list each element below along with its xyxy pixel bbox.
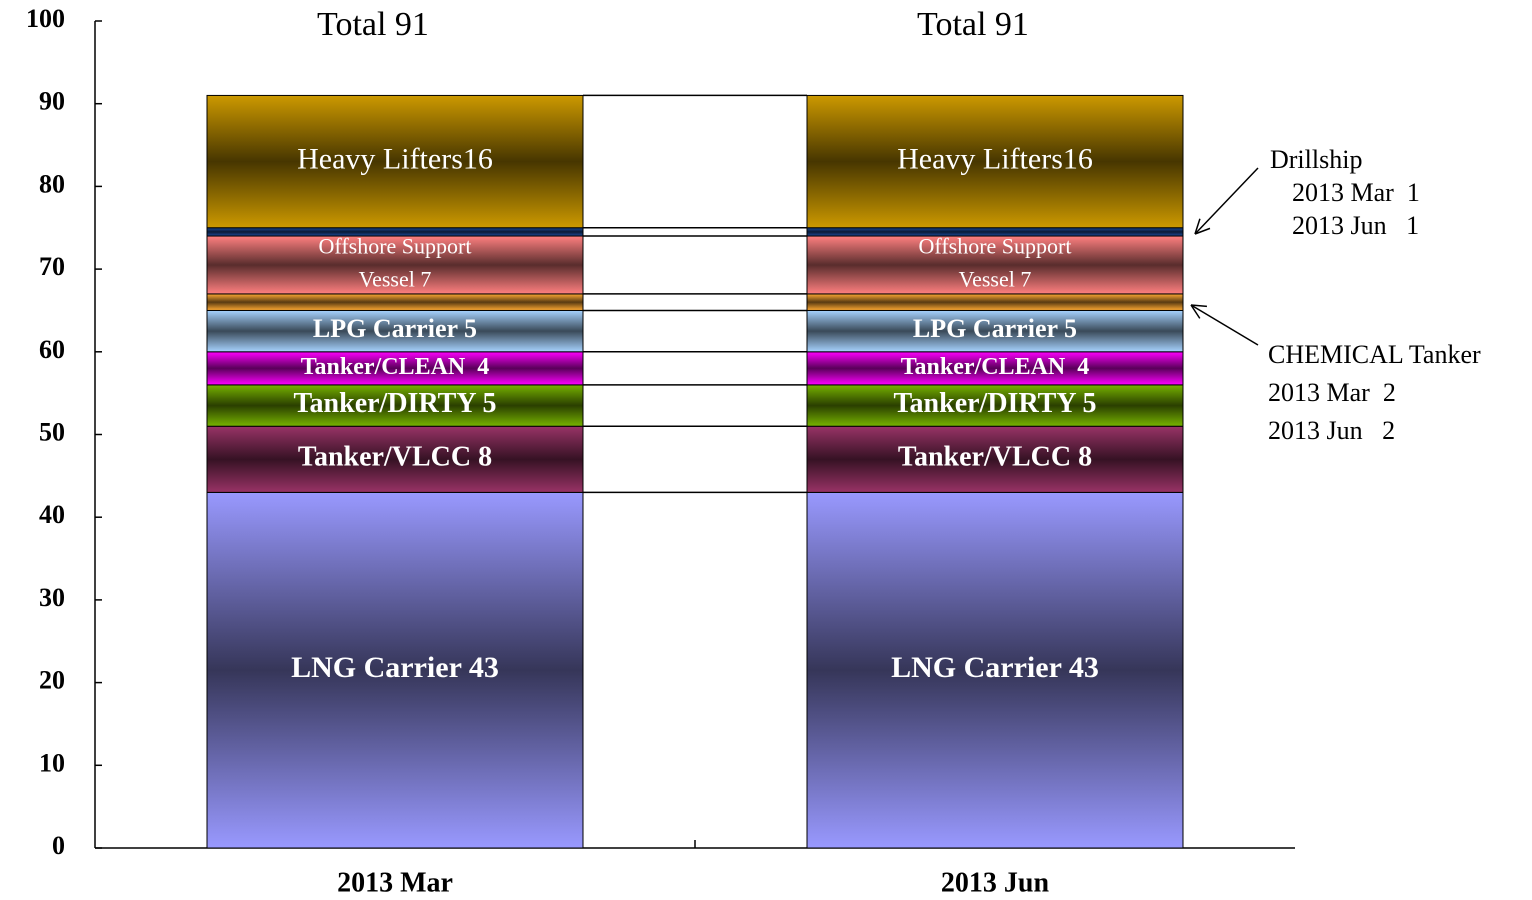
callout-value: 2013 Mar 1 [1292, 178, 1420, 207]
arrow-head [1190, 304, 1201, 319]
callout-value: 2013 Mar 2 [1268, 378, 1396, 407]
bar-segment [806, 227, 1184, 237]
segment-label: Tanker/VLCC 8 [298, 442, 492, 473]
segment-label: Offshore Support [319, 234, 472, 259]
y-tick-label: 30 [39, 583, 65, 612]
segment-label: LPG Carrier 5 [313, 314, 477, 343]
bar-segment [206, 384, 584, 427]
y-tick-label: 10 [39, 748, 65, 777]
bar-segment [806, 351, 1184, 386]
arrow-head [1190, 304, 1208, 308]
total-label: Total 91 [317, 6, 429, 43]
bar-segment [806, 309, 1184, 353]
y-tick-label: 20 [39, 666, 65, 695]
bar-segment [806, 491, 1184, 849]
bar-segment [206, 309, 584, 353]
bar-segment [206, 293, 584, 311]
y-tick-label: 100 [26, 4, 65, 33]
y-tick-label: 50 [39, 417, 65, 446]
y-tick-label: 60 [39, 335, 65, 364]
arrow-head [1194, 227, 1211, 235]
bar-segment [206, 235, 584, 295]
y-tick-label: 0 [52, 831, 65, 860]
y-tick-label: 80 [39, 169, 65, 198]
y-tick-label: 90 [39, 87, 65, 116]
callout-arrow [1190, 304, 1259, 346]
bar-segment [806, 94, 1184, 229]
bar-segment [806, 425, 1184, 493]
segment-label: Vessel 7 [359, 267, 432, 292]
bar-segment [206, 94, 584, 229]
callout-arrow [1194, 167, 1259, 235]
total-label: Total 91 [917, 6, 1029, 43]
segment-label: Tanker/CLEAN 4 [901, 354, 1089, 380]
segment-label: Heavy Lifters16 [297, 142, 493, 175]
bar-segment [206, 227, 584, 237]
x-tick-label: 2013 Mar [337, 867, 453, 898]
callout-title: CHEMICAL Tanker [1268, 340, 1481, 369]
y-tick-label: 70 [39, 252, 65, 281]
segment-label: Tanker/VLCC 8 [898, 442, 1092, 473]
arrow-head [1194, 218, 1201, 235]
segment-label: LPG Carrier 5 [913, 314, 1077, 343]
segment-label: Tanker/DIRTY 5 [293, 388, 496, 419]
bar-segment [206, 491, 584, 849]
segment-label: Heavy Lifters16 [897, 142, 1093, 175]
callout-title: Drillship [1270, 145, 1362, 174]
x-tick-label: 2013 Jun [941, 867, 1050, 898]
segment-label: Tanker/DIRTY 5 [893, 388, 1096, 419]
callout-value: 2013 Jun 1 [1292, 211, 1419, 240]
bar-segment [206, 425, 584, 493]
bar-segment [806, 293, 1184, 311]
bar-segment [806, 384, 1184, 427]
segment-label: LNG Carrier 43 [891, 651, 1099, 684]
y-tick-label: 40 [39, 500, 65, 529]
segment-label: LNG Carrier 43 [291, 651, 499, 684]
bar-segment [806, 235, 1184, 295]
segment-label: Vessel 7 [959, 267, 1032, 292]
segment-label: Tanker/CLEAN 4 [301, 354, 489, 380]
bar-segment [206, 351, 584, 386]
segment-label: Offshore Support [919, 234, 1072, 259]
callout-value: 2013 Jun 2 [1268, 416, 1395, 445]
